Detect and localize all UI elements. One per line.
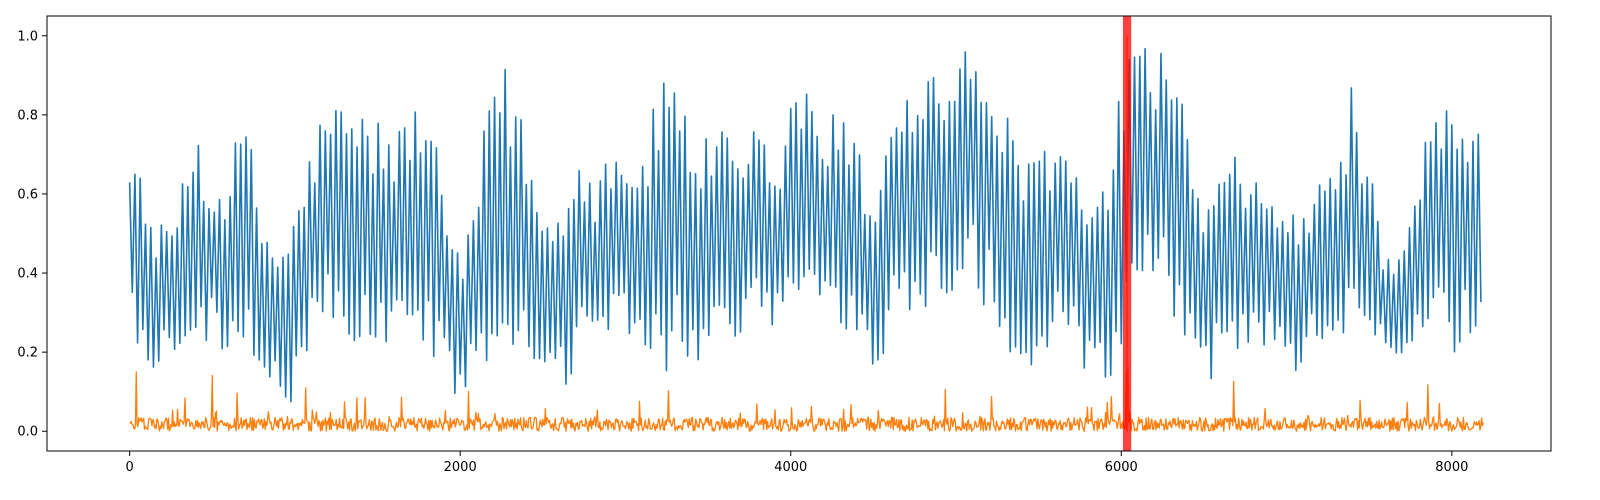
series-line-blue: [128, 47, 1482, 403]
series-layer: [128, 16, 1484, 451]
x-tick-label: 0: [125, 460, 133, 475]
x-tick-label: 6000: [1105, 460, 1138, 475]
axes-layer: 0 2000 4000 6000 8000 0.0 0.2 0.4 0.6 0.8 1.0: [17, 15, 1552, 475]
x-tick-label: 2000: [444, 460, 477, 475]
y-tick-label: 0.2: [17, 346, 38, 361]
x-tick-label: 4000: [774, 460, 807, 475]
y-tick-label: 1.0: [17, 29, 38, 44]
x-tick-label: 8000: [1435, 460, 1468, 475]
highlight-span: [1122, 16, 1132, 451]
y-tick-label: 0.4: [17, 267, 38, 282]
y-tick-label: 0.0: [17, 425, 38, 440]
y-tick-label: 0.8: [17, 108, 38, 123]
plot-frame: [46, 15, 1552, 452]
series-line-orange: [129, 365, 1484, 432]
y-tick-label: 0.6: [17, 187, 38, 202]
